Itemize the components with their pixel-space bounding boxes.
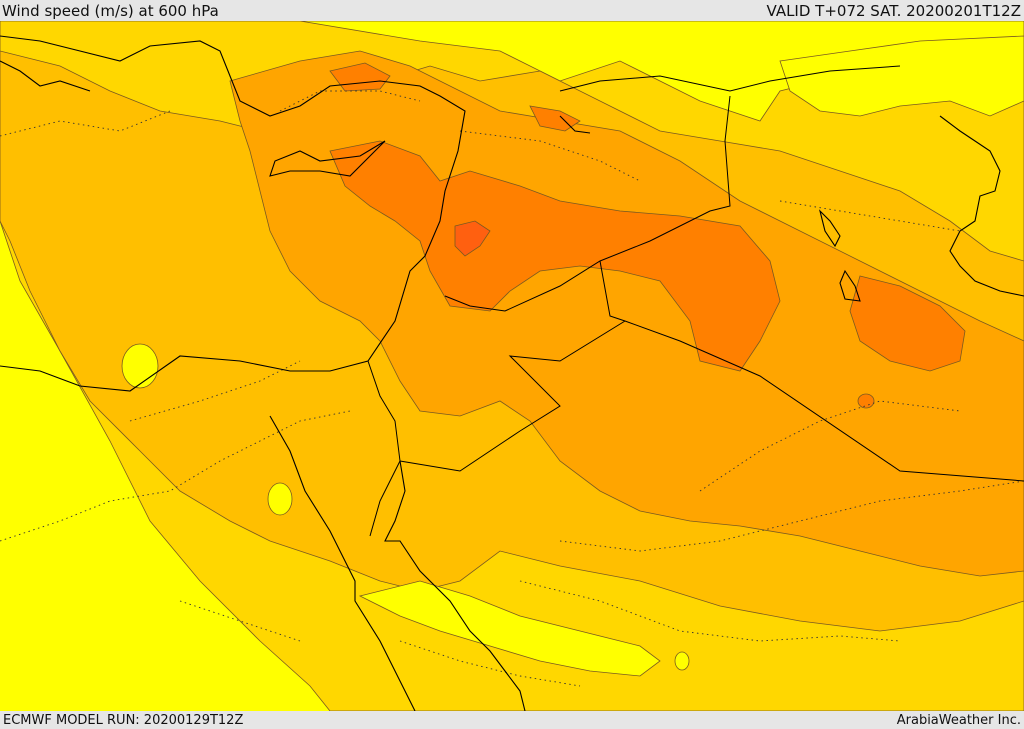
speed-band-darkorange [329, 140, 781, 372]
header-bar: Wind speed (m/s) at 600 hPa VALID T+072 … [0, 0, 1024, 21]
dotted-contours [0, 90, 1024, 687]
coastlines [0, 35, 1024, 711]
speed-band-darkorange-east [849, 275, 966, 372]
speed-band-darkorange-dot [857, 393, 875, 409]
speed-band-yellow-ne [779, 35, 1024, 117]
valid-time-label: VALID T+072 SAT. 20200201T12Z [766, 1, 1021, 20]
footer-bar: ECMWF MODEL RUN: 20200129T12Z ArabiaWeat… [0, 711, 1024, 729]
country-borders [367, 65, 1024, 537]
map-title: Wind speed (m/s) at 600 hPa [2, 1, 219, 20]
speed-band-darkorange-small [529, 105, 581, 132]
weather-map[interactable] [0, 21, 1024, 711]
speed-band-yellow-redsea [358, 580, 661, 677]
speed-band-yellow-spot2 [267, 482, 293, 516]
credit-label: ArabiaWeather Inc. [896, 712, 1021, 728]
speed-band-yellow-spot1 [674, 651, 690, 671]
speed-band-red [454, 220, 491, 257]
model-run-label: ECMWF MODEL RUN: 20200129T12Z [3, 712, 244, 728]
speed-band-yellow-med [121, 343, 159, 389]
